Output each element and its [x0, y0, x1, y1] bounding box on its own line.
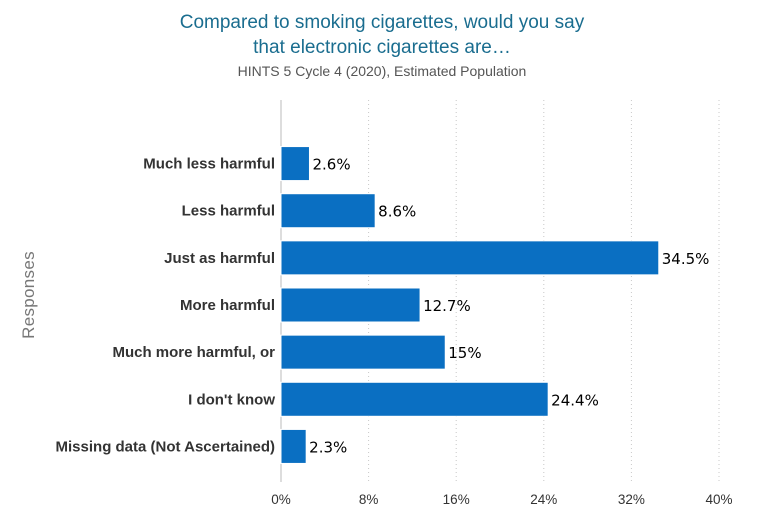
- bar[interactable]: [280, 428, 307, 464]
- x-tick-label: 16%: [443, 492, 470, 507]
- data-label: 2.6%: [312, 156, 350, 174]
- bar[interactable]: [280, 240, 660, 276]
- x-tick-label: 0%: [271, 492, 291, 507]
- x-tick-label: 32%: [618, 492, 645, 507]
- category-labels: Much less harmful Less harmful Just as har…: [56, 156, 276, 456]
- data-label: 2.3%: [309, 438, 347, 456]
- x-tick-label: 8%: [359, 492, 379, 507]
- chart-title-line-1: Compared to smoking cigarettes, would yo…: [179, 12, 585, 33]
- category-label: Much more harmful, or: [112, 344, 275, 361]
- chart-subtitle: HINTS 5 Cycle 4 (2020), Estimated Popula…: [237, 63, 527, 79]
- grid-lines: [368, 100, 720, 482]
- data-label: 12.7%: [423, 297, 471, 315]
- data-label: 24.4%: [551, 391, 599, 409]
- bar[interactable]: [280, 287, 421, 323]
- category-label: Just as harmful: [164, 250, 275, 267]
- category-label: Less harmful: [182, 203, 275, 220]
- category-label: I don't know: [188, 391, 275, 408]
- chart-title: Compared to smoking cigarettes, would yo…: [0, 10, 764, 60]
- bar[interactable]: [280, 381, 549, 417]
- category-label: Missing data (Not Ascertained): [56, 438, 275, 455]
- x-tick-label: 24%: [530, 492, 557, 507]
- bar[interactable]: [280, 193, 376, 229]
- category-label: Much less harmful: [143, 156, 275, 173]
- data-label: 34.5%: [662, 250, 710, 268]
- category-label: More harmful: [180, 297, 275, 314]
- bar[interactable]: [280, 146, 310, 182]
- x-tick-label: 40%: [705, 492, 732, 507]
- data-label: 8.6%: [378, 203, 416, 221]
- bar[interactable]: [280, 334, 446, 370]
- data-labels: 2.6% 8.6% 34.5% 12.7% 15% 24.4% 2.3%: [309, 156, 709, 457]
- bars: [280, 146, 660, 464]
- x-tick-labels: 0% 8% 16% 24% 32% 40%: [271, 492, 732, 507]
- data-label: 15%: [448, 344, 481, 362]
- chart-title-line-2: that electronic cigarettes are…: [253, 37, 511, 58]
